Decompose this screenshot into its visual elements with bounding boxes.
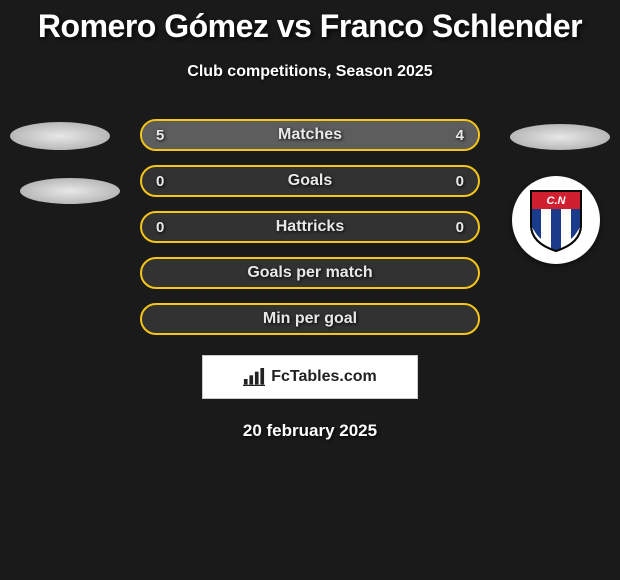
player-left-club-placeholder: [20, 178, 120, 204]
shield-icon: C.N: [527, 187, 585, 253]
subtitle: Club competitions, Season 2025: [0, 63, 620, 81]
stat-label: Min per goal: [263, 310, 357, 328]
fctables-logo[interactable]: FcTables.com: [202, 355, 418, 399]
badge-text: C.N: [547, 195, 567, 207]
date-label: 20 february 2025: [0, 421, 620, 441]
club-badge-right: C.N: [512, 176, 600, 264]
player-right-avatar-placeholder: [510, 124, 610, 150]
page-title: Romero Gómez vs Franco Schlender: [0, 8, 620, 45]
stat-label: Goals per match: [247, 264, 372, 282]
player-left-avatar-placeholder: [10, 122, 110, 150]
stat-label: Goals: [288, 172, 332, 190]
stat-row-hattricks: 0 Hattricks 0: [140, 211, 480, 243]
logo-text: FcTables.com: [271, 368, 377, 386]
stat-value-right: 0: [456, 219, 464, 236]
stat-row-goals: 0 Goals 0: [140, 165, 480, 197]
stat-value-left: 5: [156, 127, 164, 144]
stat-value-left: 0: [156, 219, 164, 236]
stat-row-min-per-goal: Min per goal: [140, 303, 480, 335]
stat-label: Matches: [278, 126, 342, 144]
stat-label: Hattricks: [276, 218, 344, 236]
stat-row-goals-per-match: Goals per match: [140, 257, 480, 289]
stat-row-matches: 5 Matches 4: [140, 119, 480, 151]
bar-chart-icon: [243, 368, 265, 386]
stat-value-right: 0: [456, 173, 464, 190]
stat-value-left: 0: [156, 173, 164, 190]
stat-value-right: 4: [456, 127, 464, 144]
